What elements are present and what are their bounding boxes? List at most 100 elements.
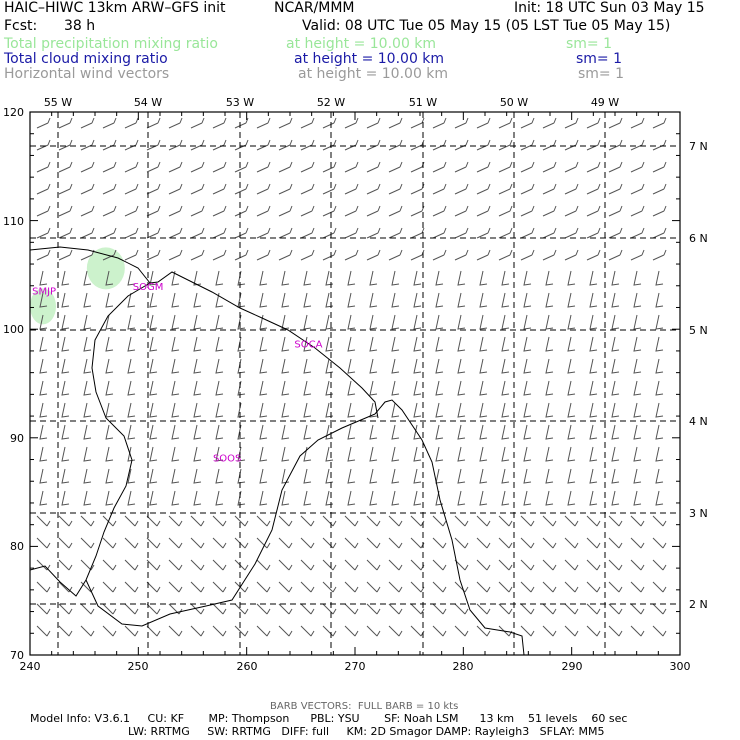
wind-barb [586,249,601,261]
wind-barb [303,468,312,484]
wind-barb [325,380,334,396]
wind-barb [259,468,268,484]
wind-barb [146,559,161,571]
wind-barb [586,205,601,217]
wind-barb [300,537,315,549]
wind-barb [80,161,95,173]
wind-barb [149,468,158,484]
field-cloud-sm: sm= 1 [576,51,623,67]
wind-barb [369,402,378,418]
wind-barb [498,139,513,151]
wind-barb [611,270,620,286]
wind-barb [149,446,158,462]
wind-barb [303,446,312,462]
wind-barb [630,625,645,637]
wind-barb [303,380,312,396]
x-tick-240: 240 [20,660,41,673]
wind-barb [83,336,92,352]
model-info-line2: LW: RRTMG SW: RRTMG DIFF: full KM: 2D Sm… [128,725,605,738]
wind-barb [457,468,466,484]
wind-barb [344,559,359,571]
wind-barb [149,358,158,374]
wind-barb [105,424,114,440]
wind-barb [454,603,469,615]
wind-barb [171,424,180,440]
wind-barb [388,515,403,527]
wind-barb [567,446,576,462]
wind-barb [611,468,620,484]
wind-barb [171,446,180,462]
wind-barb [391,292,400,308]
wind-barb [215,380,224,396]
wind-barb [564,603,579,615]
wind-barb [344,537,359,549]
wind-barb [102,205,117,217]
wind-barb [413,424,422,440]
wind-barb [105,336,114,352]
wind-barb [501,336,510,352]
wind-barb [435,314,444,330]
wind-barb [149,424,158,440]
wind-barb [545,446,554,462]
wind-barb [300,161,315,173]
station-label-soca: SOCA [294,340,322,351]
wind-barb [369,468,378,484]
wind-barb [149,380,158,396]
y-tick-100: 100 [3,323,24,336]
wind-barb [608,227,623,239]
wind-barb [655,336,664,352]
wind-barb [325,468,334,484]
wind-barb [325,336,334,352]
wind-barb [171,336,180,352]
wind-barb [347,380,356,396]
wind-barb [168,581,183,593]
wind-barb [410,117,425,129]
wind-barb [633,380,642,396]
wind-barb [237,490,246,506]
wind-barb [325,490,334,506]
wind-barb [36,537,51,549]
wind-barb [413,314,422,330]
field-cloud-height: at height = 10.00 km [294,51,445,67]
wind-barb [83,468,92,484]
wind-barb [432,249,447,261]
wind-barb [281,402,290,418]
wind-barb [347,402,356,418]
wind-barb [190,559,205,571]
wind-barb [369,446,378,462]
wind-barb [457,490,466,506]
wind-barb [589,446,598,462]
lat-label-2n: 2 N [689,598,708,611]
wind-barb [523,446,532,462]
wind-barb [80,559,95,571]
wind-barb [278,117,293,129]
wind-barb [413,292,422,308]
wind-barb [608,581,623,593]
wind-barb [344,139,359,151]
wind-barb [545,314,554,330]
wind-barb [586,603,601,615]
wind-barb [190,161,205,173]
wind-barb [281,424,290,440]
wind-barb [542,161,557,173]
wind-barb [61,292,70,308]
wind-barb [388,183,403,195]
wind-barb [523,292,532,308]
wind-barb [212,117,227,129]
wind-barb [391,270,400,286]
wind-barb [80,537,95,549]
wind-barb [369,270,378,286]
wind-barb [413,490,422,506]
wind-barb [652,625,667,637]
wind-barb [457,292,466,308]
wind-barb [391,336,400,352]
wind-barb [520,249,535,261]
wind-barb [102,537,117,549]
wind-barb [58,625,73,637]
wind-barb [567,336,576,352]
wind-barb [190,515,205,527]
wind-barb [476,559,491,571]
wind-barb [366,515,381,527]
wind-barb [256,515,271,527]
wind-barb [366,625,381,637]
